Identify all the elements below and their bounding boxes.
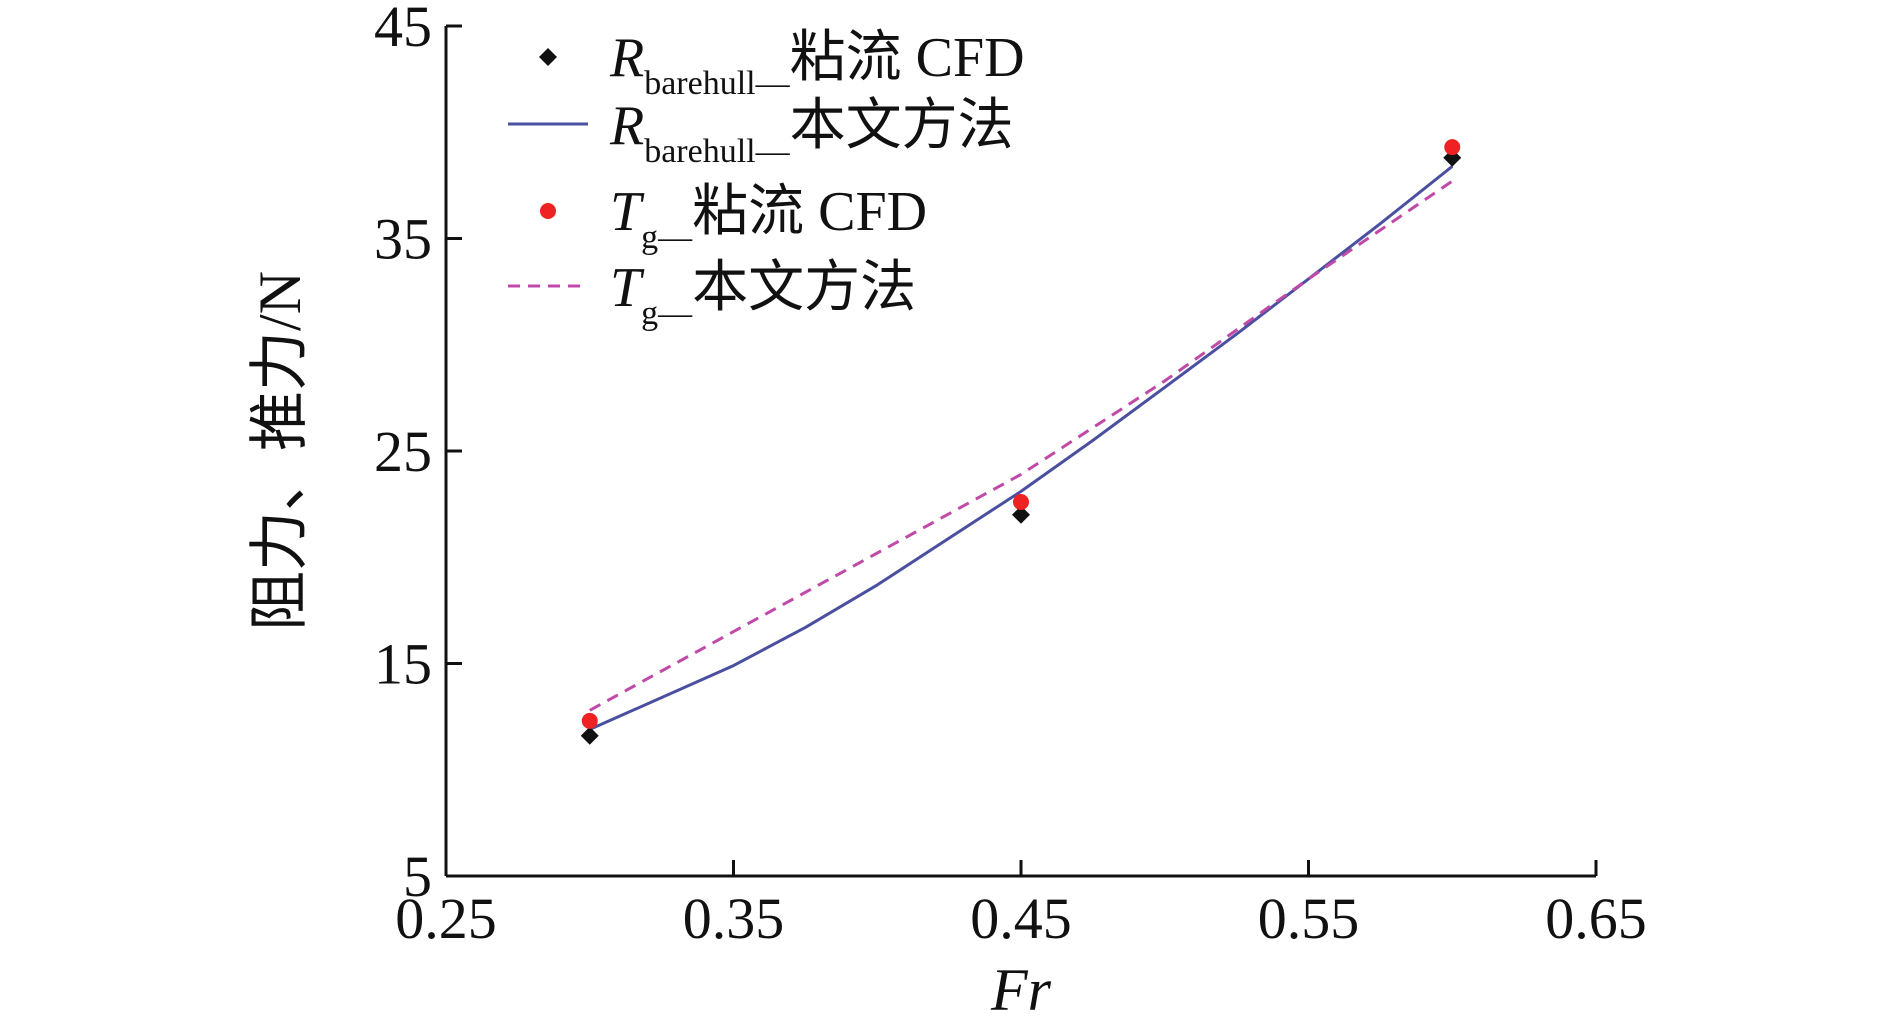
legend-item-t-cfd: Tg—粘流 CFD bbox=[540, 181, 927, 256]
r-method-line bbox=[589, 165, 1454, 731]
legend-marker bbox=[539, 48, 557, 66]
t-cfd-point bbox=[581, 712, 598, 729]
y-tick-label: 35 bbox=[374, 207, 432, 272]
legend-item-r-cfd: Rbarehull—粘流 CFD bbox=[539, 27, 1025, 102]
r-cfd-point bbox=[580, 726, 599, 745]
legend-marker bbox=[540, 203, 556, 219]
x-tick-label: 0.25 bbox=[395, 886, 497, 951]
x-tick-label: 0.45 bbox=[970, 886, 1072, 951]
x-tick-label: 0.65 bbox=[1545, 886, 1647, 951]
y-tick-label: 45 bbox=[374, 0, 432, 59]
legend-item-r-method: Rbarehull—本文方法 bbox=[508, 95, 1014, 170]
x-tick-label: 0.35 bbox=[683, 886, 785, 951]
legend-item-t-method: Tg—本文方法 bbox=[508, 257, 916, 332]
y-axis-title: 阻力、推力/N bbox=[247, 271, 313, 631]
r-cfd-point bbox=[1012, 505, 1030, 524]
legend-label: Tg—粘流 CFD bbox=[610, 181, 927, 256]
t-method-line bbox=[589, 179, 1454, 712]
y-tick-label: 5 bbox=[403, 844, 432, 909]
legend-label: Rbarehull—粘流 CFD bbox=[609, 27, 1025, 102]
legend-label: Rbarehull—本文方法 bbox=[609, 95, 1014, 170]
t-cfd-point bbox=[1013, 494, 1029, 510]
y-tick-label: 15 bbox=[374, 632, 432, 697]
x-tick-label: 0.55 bbox=[1258, 886, 1360, 951]
series-layer bbox=[580, 139, 1462, 745]
y-tick-label: 25 bbox=[374, 419, 432, 484]
ticks-layer: 5 15 25 35 45 0.25 0.35 0.45 0.55 0.65 bbox=[374, 0, 1647, 951]
legend-label: Tg—本文方法 bbox=[610, 257, 916, 332]
t-cfd-point bbox=[1444, 139, 1461, 156]
x-axis-title: Fr bbox=[990, 957, 1052, 1023]
